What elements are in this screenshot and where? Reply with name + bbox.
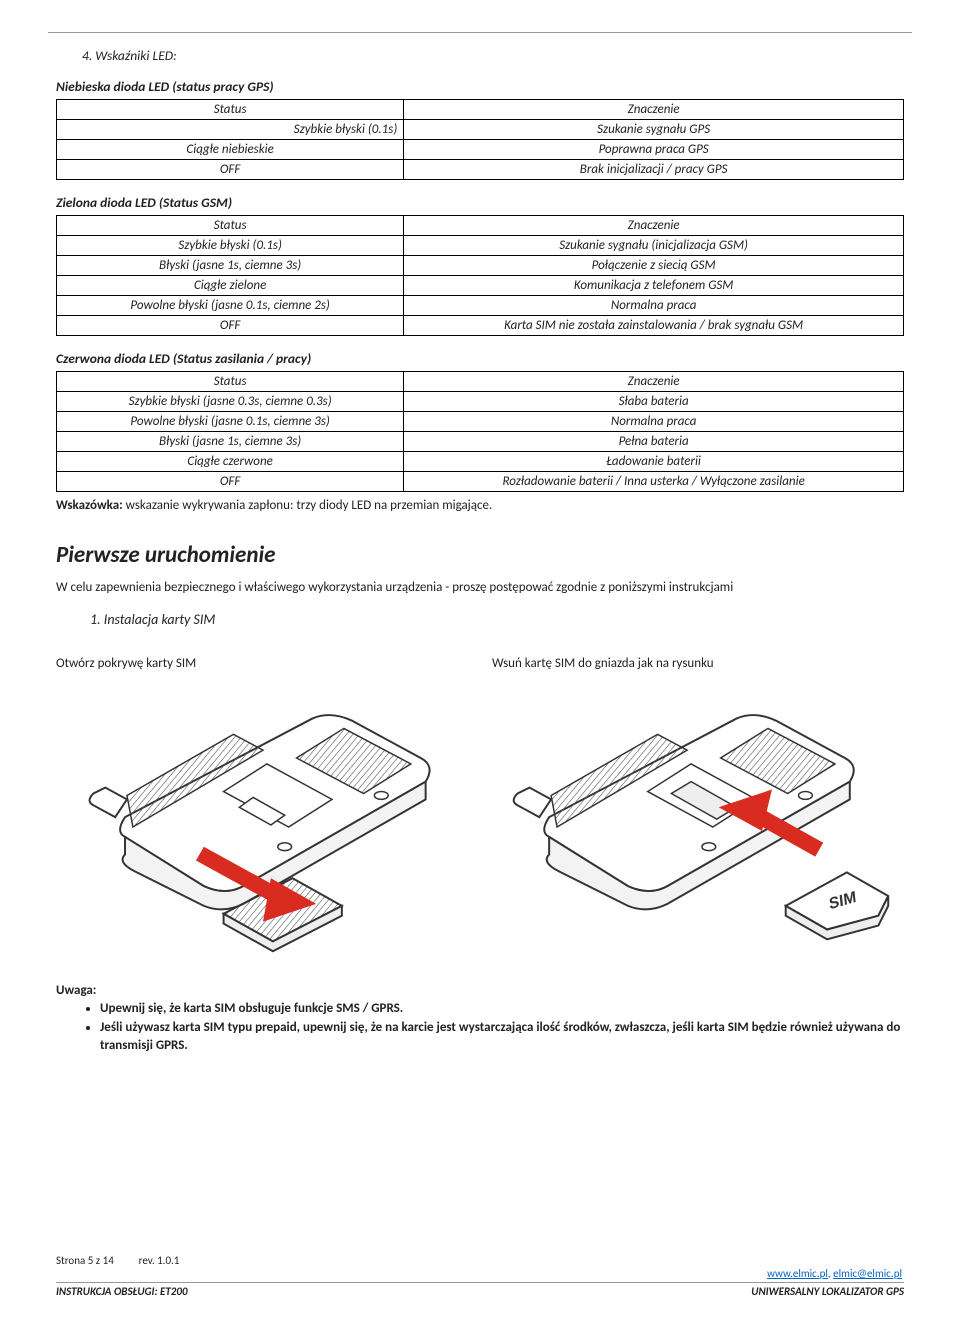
cell: Brak inicjalizacji / pracy GPS — [404, 160, 904, 180]
cell: Słaba bateria — [404, 392, 904, 412]
footer-page: Strona 5 z 14 — [56, 1254, 114, 1267]
cell: Normalna praca — [404, 296, 904, 316]
intro-paragraph: W celu zapewnienia bezpiecznego i właści… — [56, 579, 904, 597]
tip-text: wskazanie wykrywania zapłonu: trzy diody… — [126, 498, 493, 513]
cell: Szybkie błyski (0.1s) — [57, 120, 404, 140]
cell: Ciągłe zielone — [57, 276, 404, 296]
cell: Karta SIM nie została zainstalowania / b… — [404, 316, 904, 336]
page-footer: Strona 5 z 14 rev. 1.0.1 www.elmic.pl, e… — [56, 1254, 904, 1298]
th-status: Status — [57, 216, 404, 236]
section-title: 4. Wskaźniki LED: — [82, 47, 904, 64]
cell: Połączenie z siecią GSM — [404, 256, 904, 276]
bullet-2: Jeśli używasz karta SIM typu prepaid, up… — [100, 1019, 904, 1054]
insert-sim-label: Wsuń kartę SIM do gniazda jak na rysunku — [492, 656, 904, 671]
tip-line: Wskazówka: wskazanie wykrywania zapłonu:… — [56, 498, 904, 513]
th-meaning: Znaczenie — [404, 100, 904, 120]
footer-doc-title: INSTRUKCJA OBSŁUGI: ET200 — [56, 1285, 188, 1298]
cell: Powolne błyski (jasne 0.1s, ciemne 2s) — [57, 296, 404, 316]
cell: Rozładowanie baterii / Inna usterka / Wy… — [404, 472, 904, 492]
cell: Powolne błyski (jasne 0.1s, ciemne 3s) — [57, 412, 404, 432]
table-red: StatusZnaczenie Szybkie błyski (jasne 0.… — [56, 371, 904, 492]
footer-link-email[interactable]: elmic@elmic.pl — [833, 1267, 902, 1280]
cell: OFF — [57, 316, 404, 336]
cell: Błyski (jasne 1s, ciemne 3s) — [57, 256, 404, 276]
first-run-heading: Pierwsze uruchomienie — [56, 541, 904, 569]
open-cover-label: Otwórz pokrywę karty SIM — [56, 656, 468, 671]
blue-heading: Niebieska dioda LED (status pracy GPS) — [56, 78, 904, 95]
device-illustration-left — [56, 689, 470, 969]
cell: Ciągłe niebieskie — [57, 140, 404, 160]
cell: Błyski (jasne 1s, ciemne 3s) — [57, 432, 404, 452]
footer-rev: rev. 1.0.1 — [139, 1254, 180, 1267]
red-heading: Czerwona dioda LED (Status zasilania / p… — [56, 350, 904, 367]
cell: Ładowanie baterii — [404, 452, 904, 472]
green-heading: Zielona dioda LED (Status GSM) — [56, 194, 904, 211]
cell: OFF — [57, 472, 404, 492]
note-heading: Uwaga: — [56, 983, 904, 998]
cell: Komunikacja z telefonem GSM — [404, 276, 904, 296]
cell: Szukanie sygnału (inicjalizacja GSM) — [404, 236, 904, 256]
cell: Szukanie sygnału GPS — [404, 120, 904, 140]
footer-link-web[interactable]: www.elmic.pl — [767, 1267, 828, 1280]
cell: Szybkie błyski (jasne 0.3s, ciemne 0.3s) — [57, 392, 404, 412]
cell: OFF — [57, 160, 404, 180]
cell: Szybkie błyski (0.1s) — [57, 236, 404, 256]
th-meaning: Znaczenie — [404, 216, 904, 236]
cell: Pełna bateria — [404, 432, 904, 452]
footer-doc-subtitle: UNIWERSALNY LOKALIZATOR GPS — [751, 1285, 904, 1298]
cell: Ciągłe czerwone — [57, 452, 404, 472]
table-green: StatusZnaczenie Szybkie błyski (0.1s)Szu… — [56, 215, 904, 336]
th-meaning: Znaczenie — [404, 372, 904, 392]
device-illustration-right: SIM — [490, 689, 904, 969]
th-status: Status — [57, 372, 404, 392]
step-1: 1. Instalacja karty SIM — [90, 611, 904, 628]
th-status: Status — [57, 100, 404, 120]
cell: Normalna praca — [404, 412, 904, 432]
table-blue: StatusZnaczenie Szybkie błyski (0.1s)Szu… — [56, 99, 904, 180]
tip-prefix: Wskazówka: — [56, 498, 126, 513]
cell: Poprawna praca GPS — [404, 140, 904, 160]
bullet-1: Upewnij się, że karta SIM obsługuje funk… — [100, 1000, 904, 1018]
